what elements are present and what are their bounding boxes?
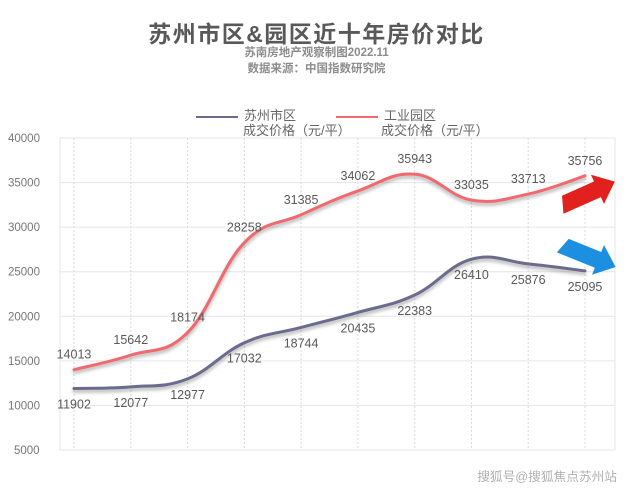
svg-text:35756: 35756: [568, 154, 603, 168]
svg-text:12077: 12077: [113, 396, 148, 410]
svg-text:35000: 35000: [8, 178, 40, 190]
svg-text:18174: 18174: [170, 311, 205, 325]
svg-text:31385: 31385: [284, 193, 319, 207]
svg-text:12977: 12977: [170, 388, 205, 402]
svg-text:33035: 33035: [454, 178, 489, 192]
svg-text:20435: 20435: [341, 321, 376, 335]
svg-text:35943: 35943: [397, 152, 432, 166]
svg-text:28258: 28258: [227, 221, 262, 235]
svg-text:20000: 20000: [8, 311, 40, 323]
svg-text:14013: 14013: [57, 348, 92, 362]
svg-text:11902: 11902: [57, 398, 91, 412]
svg-text:5000: 5000: [14, 445, 40, 457]
svg-text:15000: 15000: [8, 356, 40, 368]
svg-text:33713: 33713: [511, 172, 546, 186]
svg-text:40000: 40000: [8, 133, 40, 145]
svg-text:30000: 30000: [8, 222, 40, 234]
svg-text:25000: 25000: [8, 267, 40, 279]
svg-text:34062: 34062: [341, 169, 376, 183]
svg-text:22383: 22383: [397, 304, 432, 318]
svg-text:17032: 17032: [227, 352, 262, 366]
svg-text:26410: 26410: [454, 268, 489, 282]
svg-text:25095: 25095: [568, 280, 603, 294]
svg-text:15642: 15642: [113, 333, 148, 347]
svg-text:搜狐号@搜狐焦点苏州站: 搜狐号@搜狐焦点苏州站: [477, 469, 617, 484]
svg-text:25876: 25876: [511, 273, 546, 287]
svg-text:10000: 10000: [8, 400, 40, 412]
svg-text:18744: 18744: [284, 337, 319, 351]
